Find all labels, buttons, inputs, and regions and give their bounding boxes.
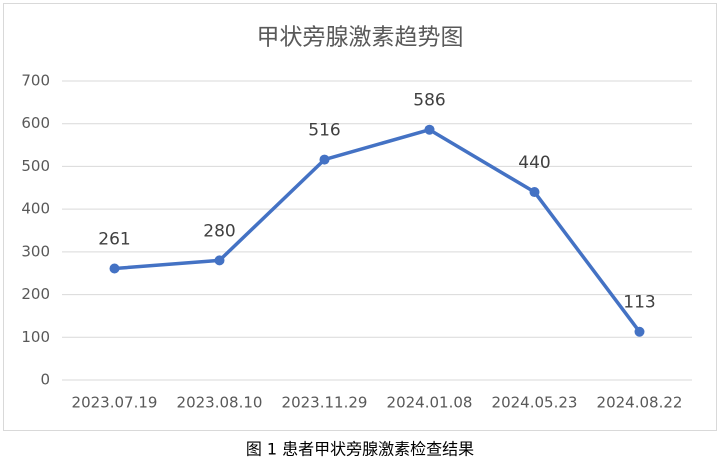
marker <box>214 255 225 266</box>
chart-frame <box>3 3 717 431</box>
data-label: 261 <box>98 230 130 250</box>
x-tick-label: 2024.08.22 <box>597 394 683 412</box>
x-tick-label: 2023.07.19 <box>72 394 158 412</box>
data-label: 280 <box>203 221 235 241</box>
chart-title: 甲状旁腺激素趋势图 <box>257 25 464 51</box>
y-tick-label: 0 <box>40 371 50 389</box>
x-tick-label: 2023.11.29 <box>282 394 368 412</box>
x-tick-label: 2024.01.08 <box>387 394 473 412</box>
marker <box>424 124 435 135</box>
data-label: 113 <box>623 293 655 313</box>
y-tick-label: 300 <box>21 242 50 260</box>
y-tick-label: 700 <box>21 72 50 90</box>
data-label: 516 <box>308 121 340 141</box>
data-label: 586 <box>413 91 445 111</box>
marker <box>634 326 645 337</box>
y-tick-label: 400 <box>21 200 50 218</box>
line <box>114 127 641 333</box>
marker <box>529 187 540 198</box>
marker <box>319 154 330 165</box>
x-tick-label: 2023.08.10 <box>177 394 263 412</box>
marker <box>109 263 120 274</box>
x-tick-label: 2024.05.23 <box>492 394 578 412</box>
data-label: 440 <box>518 153 550 173</box>
y-tick-label: 100 <box>21 328 50 346</box>
y-tick-label: 200 <box>21 285 50 303</box>
y-tick-label: 500 <box>21 157 50 175</box>
y-tick-label: 600 <box>21 114 50 132</box>
caption: 图 1 患者甲状旁腺激素检查结果 <box>246 440 474 459</box>
